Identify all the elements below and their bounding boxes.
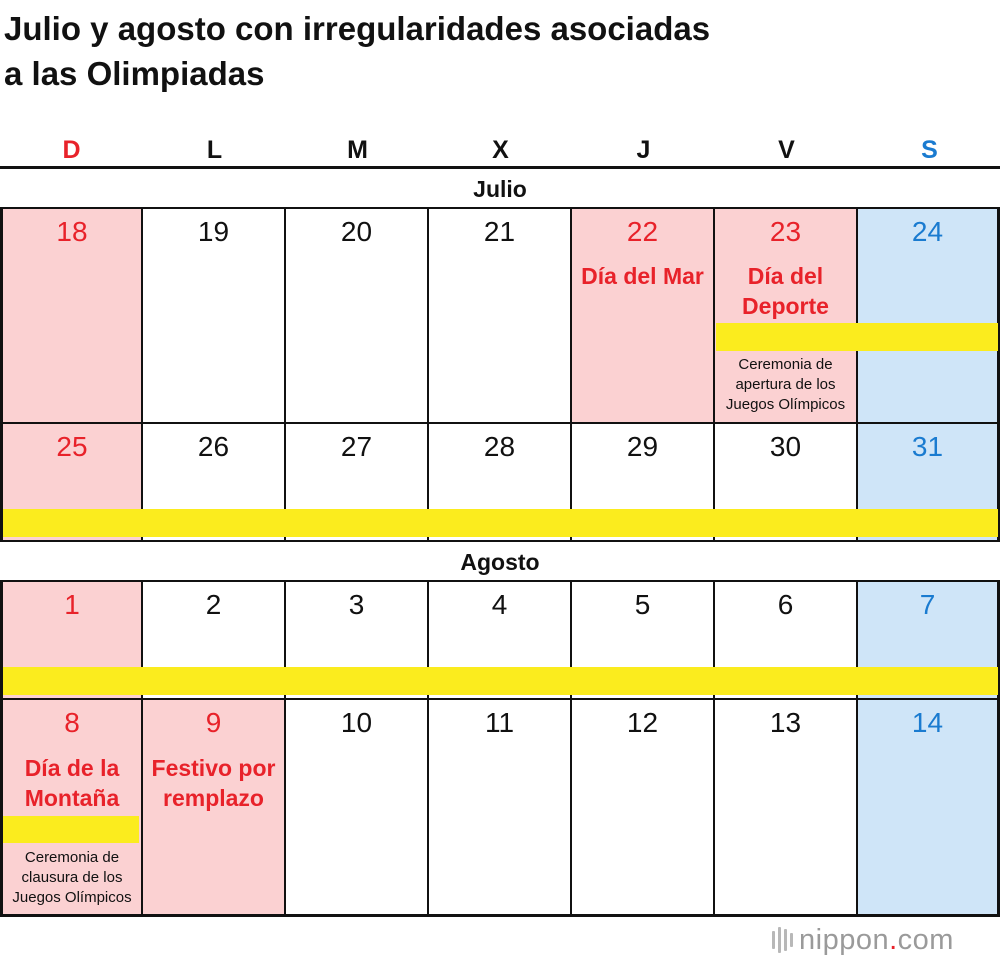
day-number: 6: [777, 589, 794, 620]
dow-friday: V: [778, 136, 795, 164]
day-cell-holiday: 23 Día del Deporte Ceremonia de apertura…: [715, 209, 858, 424]
day-number: 31: [911, 431, 944, 462]
dow-thursday: J: [636, 136, 651, 164]
holiday-label-festivo-2: remplazo: [163, 785, 264, 811]
holiday-label-festivo-1: Festivo por: [151, 755, 276, 781]
day-cell: 26: [143, 424, 286, 542]
holiday-label-dia-del-deporte-1: Día del: [747, 263, 824, 289]
calendar-frame: [0, 166, 1000, 917]
day-cell-holiday: 22 Día del Mar: [572, 209, 715, 424]
nippon-logo-icon: [772, 927, 793, 953]
day-cell: 14: [858, 700, 997, 914]
month-header-august: Agosto: [0, 542, 1000, 582]
day-number: 7: [919, 589, 936, 620]
day-number: 1: [64, 589, 80, 620]
opening-ceremony-line-2: apertura de los: [735, 376, 836, 393]
day-cell: 13: [715, 700, 858, 914]
day-number: 29: [626, 431, 659, 462]
day-cell: 3: [286, 582, 429, 700]
day-number: 23: [769, 216, 802, 247]
day-number: 5: [634, 589, 651, 620]
day-number: 21: [483, 216, 516, 247]
day-number: 26: [197, 431, 230, 462]
title-line-1: Julio y agosto con irregularidades asoci…: [4, 10, 711, 47]
day-number: 12: [626, 707, 659, 738]
opening-ceremony-line-1: Ceremonia de: [738, 356, 833, 373]
holiday-label-dia-de-la-montana-2: Montaña: [24, 785, 120, 811]
nippon-logo-text: nippon.com: [799, 924, 954, 956]
day-cell: 12: [572, 700, 715, 914]
day-cell: 30: [715, 424, 858, 542]
holiday-label-dia-del-deporte-2: Deporte: [742, 293, 829, 319]
olympic-period-bar-3: [3, 667, 998, 695]
month-header-july: Julio: [0, 169, 1000, 209]
day-number: 4: [491, 589, 508, 620]
day-number: 24: [911, 216, 944, 247]
closing-ceremony-line-1: Ceremonia de: [24, 849, 120, 866]
day-number: 9: [205, 707, 222, 738]
day-number: 22: [626, 216, 659, 247]
day-number: 20: [340, 216, 373, 247]
day-number: 27: [340, 431, 373, 462]
day-cell: 21: [429, 209, 572, 424]
day-cell-holiday: 9 Festivo por remplazo: [143, 700, 286, 914]
closing-ceremony-line-2: clausura de los: [21, 869, 123, 886]
day-number: 8: [64, 707, 80, 738]
dow-wednesday: X: [492, 136, 509, 164]
chart-title: Julio y agosto con irregularidades asoci…: [4, 6, 994, 96]
day-cell: 24: [858, 209, 997, 424]
holiday-label-dia-de-la-montana-1: Día de la: [24, 755, 120, 781]
day-number: 28: [483, 431, 516, 462]
day-cell: 27: [286, 424, 429, 542]
day-number: 25: [56, 431, 88, 462]
day-cell: 11: [429, 700, 572, 914]
dow-sunday: D: [62, 136, 81, 164]
olympic-period-bar-4: [3, 816, 139, 843]
day-number: 13: [769, 707, 802, 738]
day-number: 11: [484, 707, 515, 738]
day-cell: 2: [143, 582, 286, 700]
day-cell: 6: [715, 582, 858, 700]
day-cell-holiday: 8 Día de la Montaña Ceremonia de clausur…: [3, 700, 143, 914]
day-cell: 29: [572, 424, 715, 542]
title-line-2: a las Olimpiadas: [4, 55, 265, 92]
day-number: 18: [56, 216, 88, 247]
opening-ceremony-line-3: Juegos Olímpicos: [725, 396, 846, 413]
day-cell: 19: [143, 209, 286, 424]
day-number: 10: [340, 707, 373, 738]
olympic-period-bar-1: [716, 323, 998, 351]
dow-saturday: S: [921, 136, 938, 164]
day-number: 2: [205, 589, 222, 620]
day-cell: 10: [286, 700, 429, 914]
day-cell: 5: [572, 582, 715, 700]
day-number: 19: [197, 216, 230, 247]
day-cell: 20: [286, 209, 429, 424]
olympic-period-bar-2: [3, 509, 998, 537]
day-number: 30: [769, 431, 802, 462]
day-number: 3: [348, 589, 365, 620]
dow-tuesday: M: [347, 136, 368, 164]
holiday-label-dia-del-mar: Día del Mar: [581, 263, 704, 289]
closing-ceremony-line-3: Juegos Olímpicos: [12, 889, 132, 906]
day-number: 14: [911, 707, 944, 738]
day-cell: 18: [3, 209, 143, 424]
day-cell: 28: [429, 424, 572, 542]
day-cell: 4: [429, 582, 572, 700]
nippon-logo: nippon.com: [772, 922, 954, 958]
dow-monday: L: [206, 136, 223, 164]
